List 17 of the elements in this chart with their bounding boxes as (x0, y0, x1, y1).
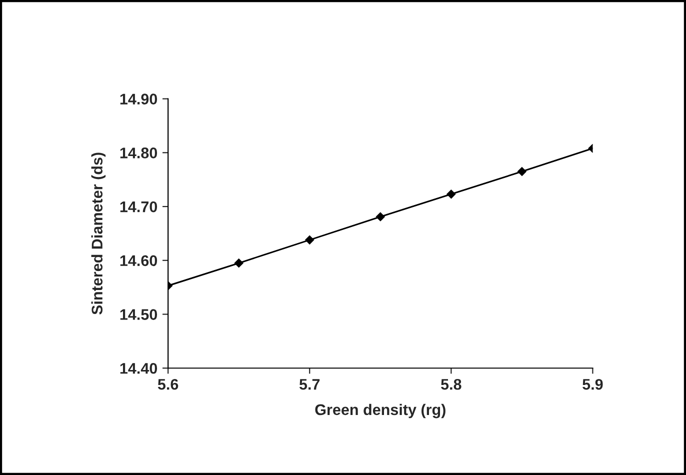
y-tick-label: 14.60 (120, 255, 158, 266)
y-tick-label: 14.90 (120, 94, 158, 104)
y-tick-label: 14.50 (120, 309, 158, 320)
point (446, 190, 456, 199)
y-tick-label: 14.70 (120, 201, 158, 212)
x-tick-label: 5.7 (299, 379, 320, 390)
x-tick-label: 5.6 (158, 378, 178, 390)
point (234, 258, 244, 268)
y-tick-label: 14.80 (120, 148, 158, 158)
x-tick-label: 5.9 (582, 378, 603, 390)
point (517, 167, 526, 176)
point (376, 212, 385, 222)
y-axis-title: Sintered Diameter (ds) (91, 152, 106, 315)
x-axis-title: Green density (rg) (315, 404, 446, 418)
point (305, 235, 314, 244)
y-tick-label: 14.40 (120, 362, 158, 374)
x-tick-label: 5.8 (441, 378, 462, 390)
